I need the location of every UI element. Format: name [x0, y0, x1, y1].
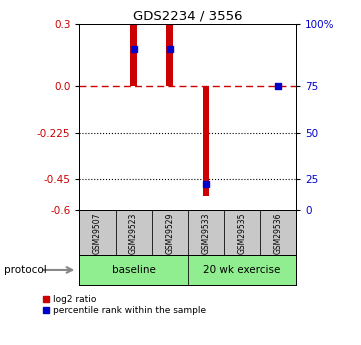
Bar — [79, 210, 116, 255]
Bar — [188, 210, 224, 255]
Text: GSM29536: GSM29536 — [274, 212, 282, 254]
Text: GSM29533: GSM29533 — [201, 212, 210, 254]
Bar — [188, 255, 296, 285]
Title: GDS2234 / 3556: GDS2234 / 3556 — [133, 10, 243, 23]
Text: protocol: protocol — [4, 265, 46, 275]
Text: GSM29507: GSM29507 — [93, 212, 102, 254]
Text: baseline: baseline — [112, 265, 156, 275]
Legend: log2 ratio, percentile rank within the sample: log2 ratio, percentile rank within the s… — [43, 295, 206, 315]
Bar — [166, 24, 173, 86]
Text: 20 wk exercise: 20 wk exercise — [203, 265, 280, 275]
Bar — [152, 210, 188, 255]
Text: GSM29523: GSM29523 — [129, 212, 138, 254]
Bar — [79, 255, 188, 285]
Bar — [260, 210, 296, 255]
Text: GSM29535: GSM29535 — [238, 212, 246, 254]
Text: GSM29529: GSM29529 — [165, 212, 174, 254]
Bar — [116, 210, 152, 255]
Bar — [224, 210, 260, 255]
Bar — [203, 86, 209, 196]
Bar — [130, 24, 137, 86]
